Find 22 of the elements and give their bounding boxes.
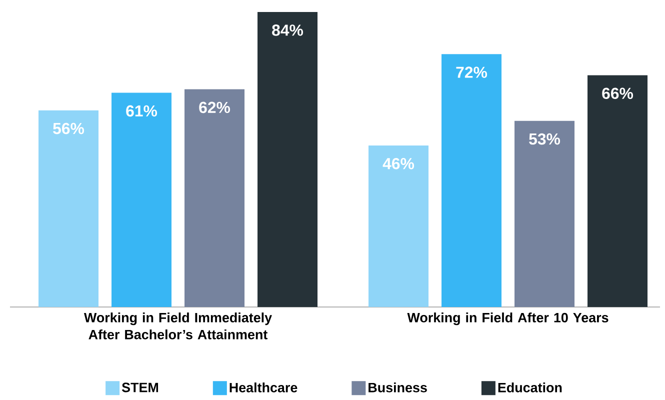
bar bbox=[184, 89, 245, 307]
bar bbox=[368, 145, 429, 307]
bar bbox=[258, 12, 318, 307]
data-label: 84% bbox=[272, 24, 304, 36]
bar bbox=[112, 92, 172, 307]
bar bbox=[38, 110, 98, 307]
data-label: 66% bbox=[602, 88, 634, 100]
data-label: 61% bbox=[126, 105, 158, 117]
legend-label: Education bbox=[498, 382, 562, 392]
legend-label: Business bbox=[368, 382, 427, 392]
data-label: 62% bbox=[199, 102, 230, 114]
bar bbox=[588, 75, 648, 307]
x-tick-label: Working in Field Immediately After Bachelor’s Attainment bbox=[84, 312, 272, 340]
data-label: 46% bbox=[382, 158, 414, 170]
x-tick-label: Working in Field After 10 Years bbox=[407, 312, 608, 326]
legend-label: Healthcare bbox=[230, 382, 298, 392]
data-label: 72% bbox=[456, 66, 488, 78]
bar bbox=[514, 120, 575, 307]
data-label: 53% bbox=[529, 133, 560, 145]
bar bbox=[442, 54, 502, 307]
legend-label: STEM bbox=[122, 382, 158, 392]
data-label: 56% bbox=[53, 122, 84, 134]
